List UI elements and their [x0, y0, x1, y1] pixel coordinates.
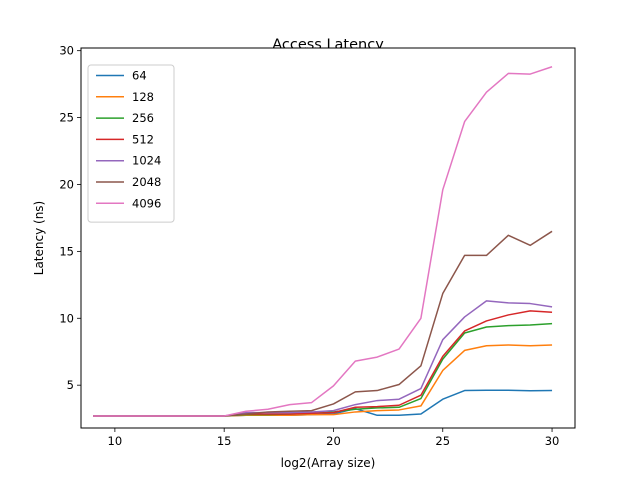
legend-label: 64 — [132, 69, 147, 83]
x-tick-label: 25 — [435, 434, 450, 448]
x-tick-label: 20 — [326, 434, 341, 448]
x-axis: 10 15 20 25 30 — [108, 428, 560, 448]
x-axis-label: log2(Array size) — [281, 456, 376, 470]
legend-label: 4096 — [132, 196, 161, 210]
legend: 64 128 256 512 1024 2048 4096 — [87, 64, 175, 223]
y-tick-label: 25 — [59, 111, 74, 125]
y-tick-label: 10 — [59, 311, 74, 325]
y-tick-label: 30 — [59, 44, 74, 58]
y-axis-label: Latency (ns) — [32, 201, 46, 275]
legend-label: 128 — [132, 90, 154, 104]
y-tick-label: 15 — [59, 244, 74, 258]
series-line-4096 — [93, 66, 553, 417]
y-tick-label: 5 — [67, 378, 74, 392]
legend-label: 256 — [132, 111, 154, 125]
legend-box — [87, 64, 175, 223]
x-tick-label: 15 — [217, 434, 232, 448]
legend-label: 1024 — [132, 154, 161, 168]
plot-frame — [80, 47, 576, 429]
y-tick-label: 20 — [59, 177, 74, 191]
x-tick-label: 10 — [108, 434, 123, 448]
legend-label: 512 — [132, 132, 154, 146]
y-axis: 5 10 15 20 25 30 — [59, 44, 81, 392]
x-tick-label: 30 — [545, 434, 560, 448]
series-layer — [93, 66, 553, 417]
legend-label: 2048 — [132, 175, 161, 189]
